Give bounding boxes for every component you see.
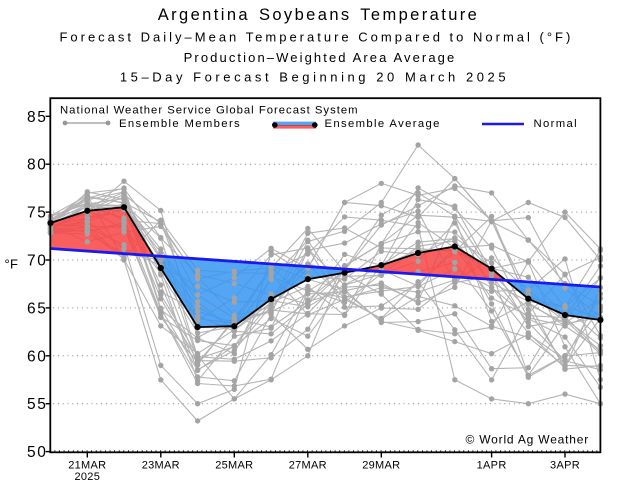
- svg-text:°F: °F: [5, 257, 19, 272]
- svg-text:Ensemble Members: Ensemble Members: [119, 118, 241, 130]
- svg-text:85: 85: [27, 109, 47, 126]
- svg-text:25MAR: 25MAR: [215, 460, 253, 472]
- svg-text:80: 80: [27, 157, 47, 174]
- svg-text:29MAR: 29MAR: [362, 460, 400, 472]
- svg-text:Forecast Daily–Mean Temperatur: Forecast Daily–Mean Temperature Compared…: [59, 29, 573, 44]
- svg-text:27MAR: 27MAR: [289, 460, 327, 472]
- svg-text:Normal: Normal: [534, 118, 579, 130]
- svg-text:Ensemble Average: Ensemble Average: [325, 118, 441, 130]
- svg-text:60: 60: [27, 348, 47, 365]
- svg-text:2025: 2025: [74, 471, 100, 483]
- svg-text:15–Day Forecast Beginning 20 M: 15–Day Forecast Beginning 20 March 2025: [120, 69, 509, 84]
- svg-text:65: 65: [27, 300, 47, 317]
- svg-text:3APR: 3APR: [550, 460, 580, 472]
- svg-text:Production–Weighted Area Avera: Production–Weighted Area Average: [184, 50, 457, 65]
- svg-text:1APR: 1APR: [477, 460, 507, 472]
- svg-text:National Weather Service Globa: National Weather Service Global Forecast…: [60, 105, 359, 117]
- svg-text:50: 50: [27, 444, 47, 461]
- svg-text:Argentina Soybeans Temperature: Argentina Soybeans Temperature: [158, 6, 480, 24]
- svg-text:© World Ag Weather: © World Ag Weather: [466, 433, 590, 447]
- svg-text:21MAR: 21MAR: [68, 460, 106, 472]
- svg-text:75: 75: [27, 205, 47, 222]
- svg-text:70: 70: [27, 253, 47, 270]
- svg-text:23MAR: 23MAR: [142, 460, 180, 472]
- svg-text:55: 55: [27, 396, 47, 413]
